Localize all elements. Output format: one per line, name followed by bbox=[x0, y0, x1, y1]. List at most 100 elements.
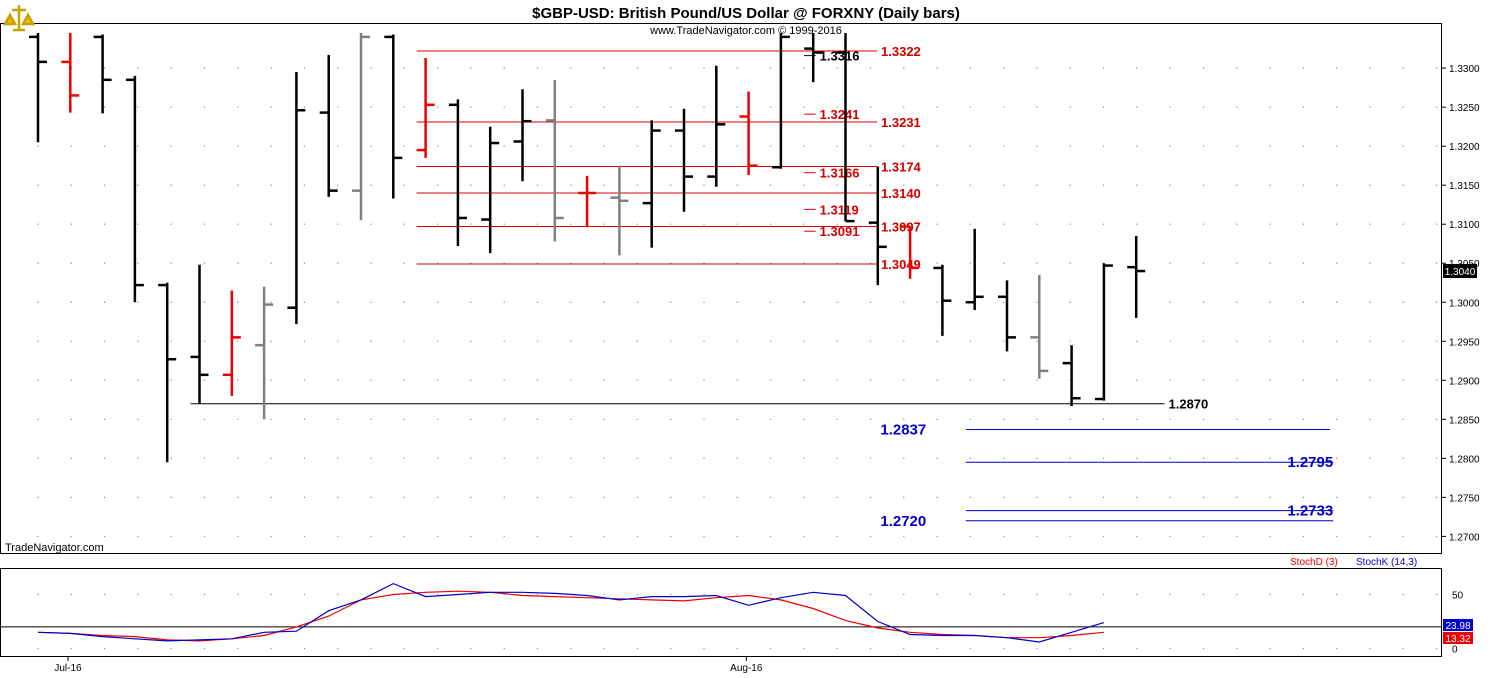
grid-dot bbox=[1036, 145, 1038, 147]
grid-dot bbox=[1302, 106, 1305, 108]
grid-dot bbox=[170, 340, 172, 342]
grid-dot bbox=[436, 647, 439, 650]
grid-dot bbox=[1435, 106, 1438, 108]
grid-dot bbox=[270, 535, 272, 538]
grid-dot bbox=[1202, 340, 1205, 342]
grid-dot bbox=[503, 457, 505, 460]
grid-dot bbox=[303, 379, 306, 382]
grid-dot bbox=[1402, 535, 1405, 538]
grid-dot bbox=[803, 496, 805, 499]
grid-dot bbox=[270, 145, 272, 147]
grid-dot bbox=[1003, 593, 1005, 596]
grid-dot bbox=[903, 647, 905, 650]
ohlc-bar bbox=[804, 33, 823, 83]
level-label: 1.3119 bbox=[820, 202, 859, 217]
grid-dot bbox=[603, 67, 605, 69]
grid-dot bbox=[1336, 647, 1338, 650]
price-panel-frame bbox=[0, 23, 1442, 554]
grid-dot bbox=[170, 496, 172, 499]
grid-dot bbox=[1102, 184, 1105, 186]
grid-dot bbox=[1202, 223, 1205, 225]
grid-dot bbox=[1136, 106, 1138, 108]
ohlc-bar bbox=[965, 228, 984, 311]
grid-dot bbox=[403, 535, 405, 538]
grid-dot bbox=[1435, 223, 1438, 225]
grid-dot bbox=[636, 145, 639, 147]
grid-dot bbox=[370, 340, 372, 342]
grid-dot bbox=[37, 262, 39, 264]
grid-dot bbox=[337, 301, 339, 303]
grid-dot bbox=[337, 418, 339, 421]
grid-dot bbox=[803, 418, 805, 421]
grid-dot bbox=[170, 106, 172, 108]
last-price-value: 1.3040 bbox=[1445, 267, 1476, 278]
time-tick-label: Aug-16 bbox=[730, 663, 763, 674]
grid-dot bbox=[1169, 496, 1171, 499]
level-label: 1.3091 bbox=[820, 224, 860, 239]
grid-dot bbox=[1069, 262, 1072, 264]
grid-dot bbox=[1369, 340, 1371, 342]
grid-dot bbox=[237, 496, 239, 499]
grid-dot bbox=[303, 223, 306, 225]
grid-dot bbox=[403, 223, 405, 225]
grid-dot bbox=[536, 647, 539, 650]
grid-dot bbox=[470, 535, 472, 538]
grid-dot bbox=[736, 106, 738, 108]
grid-dot bbox=[1036, 535, 1038, 538]
grid-dot bbox=[303, 262, 306, 264]
grid-dot bbox=[1302, 145, 1305, 147]
grid-dot bbox=[137, 496, 139, 499]
grid-dot bbox=[1169, 647, 1171, 650]
stochastic-lines bbox=[1, 582, 1441, 643]
grid-dot bbox=[836, 223, 838, 225]
grid-dot bbox=[1169, 457, 1171, 460]
grid-dot bbox=[1435, 647, 1438, 650]
grid-dot bbox=[1036, 647, 1038, 650]
grid-dot bbox=[270, 418, 272, 421]
grid-dot bbox=[1069, 106, 1072, 108]
grid-dot bbox=[370, 496, 372, 499]
grid-dot bbox=[703, 496, 705, 499]
grid-dot bbox=[1102, 106, 1105, 108]
grid-dot bbox=[1435, 262, 1438, 264]
grid-dot bbox=[1102, 647, 1105, 650]
grid-dot bbox=[636, 647, 639, 650]
grid-dot bbox=[570, 379, 572, 382]
grid-dot bbox=[436, 496, 439, 499]
grid-dot bbox=[436, 535, 439, 538]
grid-dot bbox=[470, 223, 472, 225]
grid-dot bbox=[170, 223, 172, 225]
grid-dot bbox=[1302, 379, 1305, 382]
stochastic-legend: StochD (3) StochK (14,3) bbox=[1290, 557, 1417, 568]
grid-dot bbox=[436, 457, 439, 460]
grid-dot bbox=[503, 340, 505, 342]
grid-dot bbox=[270, 262, 272, 264]
grid-dot bbox=[536, 457, 539, 460]
grid-dot bbox=[536, 184, 539, 186]
grid-dot bbox=[103, 223, 106, 225]
grid-dot bbox=[769, 340, 772, 342]
grid-dot bbox=[1269, 184, 1271, 186]
grid-dot bbox=[836, 184, 838, 186]
grid-dot bbox=[1336, 145, 1338, 147]
grid-dot bbox=[37, 184, 39, 186]
ohlc-bar bbox=[93, 34, 112, 114]
grid-dot bbox=[636, 184, 639, 186]
grid-dot bbox=[1236, 145, 1238, 147]
grid-dot bbox=[237, 593, 239, 596]
grid-dot bbox=[1102, 145, 1105, 147]
grid-dot bbox=[1369, 106, 1371, 108]
grid-dot bbox=[803, 379, 805, 382]
grid-dot bbox=[703, 457, 705, 460]
grid-dot bbox=[103, 262, 106, 264]
ohlc-bar bbox=[545, 79, 564, 242]
price-tick-label: 1.3150 bbox=[1449, 181, 1480, 192]
grid-dot bbox=[803, 647, 805, 650]
grid-dot bbox=[103, 184, 106, 186]
grid-dot bbox=[403, 457, 405, 460]
grid-dot bbox=[1402, 106, 1405, 108]
grid-dot bbox=[1102, 496, 1105, 499]
grid-dot bbox=[736, 379, 738, 382]
grid-dot bbox=[1136, 457, 1138, 460]
grid-dot bbox=[1369, 457, 1371, 460]
